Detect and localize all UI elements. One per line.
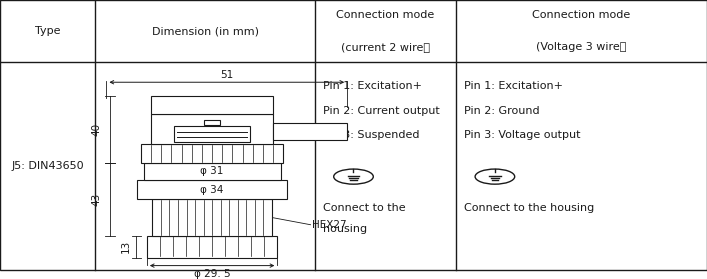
Text: Connect to the: Connect to the [323,203,406,213]
Text: (current 2 wire）: (current 2 wire） [341,42,430,52]
Bar [144,163,281,180]
Text: Pin 2: Ground: Pin 2: Ground [464,105,540,116]
Text: 13: 13 [121,240,131,253]
Text: Pin 1: Excitation+: Pin 1: Excitation+ [464,81,563,91]
Bar [137,180,287,199]
Text: Connection mode: Connection mode [337,10,434,20]
Text: HEX27: HEX27 [312,220,346,230]
Text: φ 34: φ 34 [200,185,224,194]
Text: housing: housing [323,224,367,234]
Text: 43: 43 [92,193,102,206]
Text: (Voltage 3 wire）: (Voltage 3 wire） [537,42,626,52]
Bar [151,96,273,114]
Bar [141,144,284,163]
Text: Pin 1: Excitation+: Pin 1: Excitation+ [323,81,422,91]
Text: 51: 51 [220,69,233,80]
Bar [147,235,277,258]
Bar [273,123,347,140]
Text: J5: DIN43650: J5: DIN43650 [11,161,84,171]
Text: Pin 2: Current output: Pin 2: Current output [323,105,440,116]
Bar [175,126,250,142]
Text: Connect to the housing: Connect to the housing [464,203,595,213]
Bar [151,114,273,144]
Bar [204,121,221,125]
Bar [153,199,271,235]
Text: Connection mode: Connection mode [532,10,631,20]
Text: Dimension (in mm): Dimension (in mm) [151,26,259,36]
Text: φ 31: φ 31 [200,167,224,177]
Text: 40: 40 [92,123,102,136]
Text: Pin 3: Voltage output: Pin 3: Voltage output [464,130,581,140]
Text: φ 29. 5: φ 29. 5 [194,269,230,279]
Text: Type: Type [35,26,61,36]
Text: Pin 3: Suspended: Pin 3: Suspended [323,130,419,140]
